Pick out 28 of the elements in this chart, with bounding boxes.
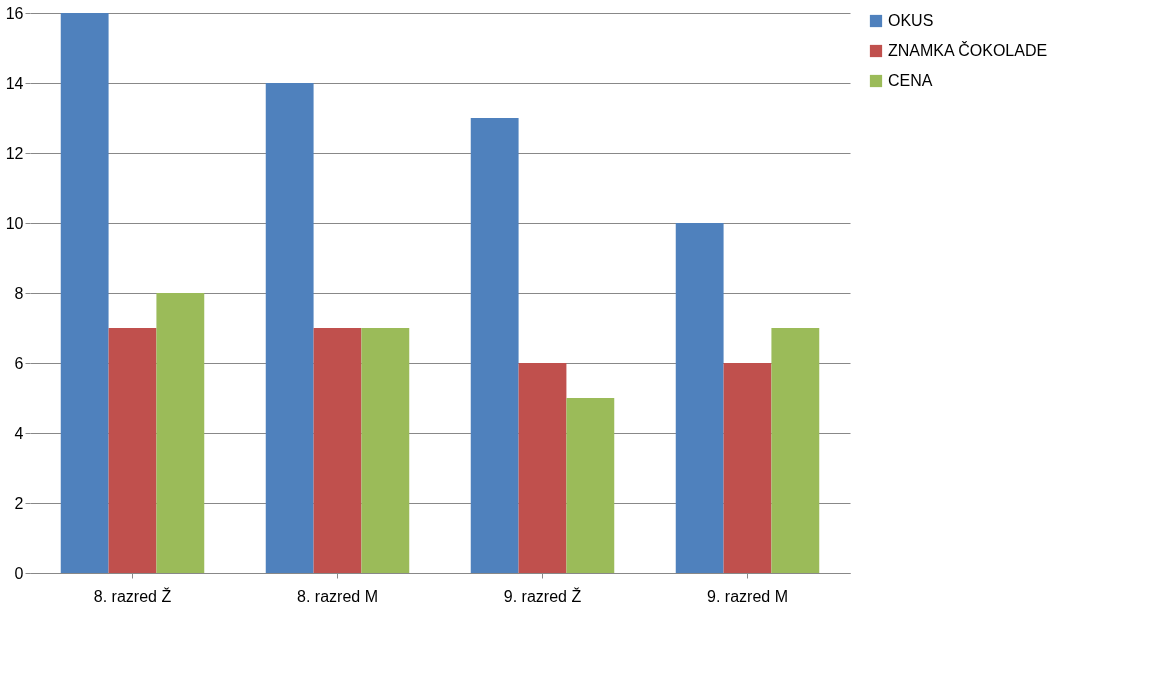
y-tick-label: 6 <box>14 354 24 372</box>
y-tick-label: 0 <box>14 564 24 582</box>
bar <box>566 398 615 573</box>
x-tick-label: 9. razred M <box>707 587 788 605</box>
y-tick-label: 4 <box>14 424 24 442</box>
y-tick-label: 2 <box>14 494 24 512</box>
bar <box>265 83 314 573</box>
bar <box>108 328 157 573</box>
x-tick-label: 8. razred Ž <box>93 586 172 605</box>
bar <box>313 328 362 573</box>
bar <box>60 13 109 573</box>
y-tick-label: 10 <box>5 214 24 232</box>
legend-label: ZNAMKA ČOKOLADE <box>888 41 1048 59</box>
y-tick-label: 16 <box>5 4 24 22</box>
bar <box>675 223 724 573</box>
legend-label: OKUS <box>888 12 934 29</box>
x-tick-label: 9. razred Ž <box>503 586 582 605</box>
bar <box>723 363 772 573</box>
y-tick-label: 14 <box>5 74 24 92</box>
y-tick-label: 8 <box>14 284 24 302</box>
y-tick-label: 12 <box>5 144 24 162</box>
bar <box>156 293 205 573</box>
bar <box>470 118 519 573</box>
legend-label: CENA <box>888 72 933 89</box>
bar <box>361 328 410 573</box>
bar <box>518 363 567 573</box>
bar <box>771 328 820 573</box>
x-tick-label: 8. razred M <box>297 587 378 605</box>
